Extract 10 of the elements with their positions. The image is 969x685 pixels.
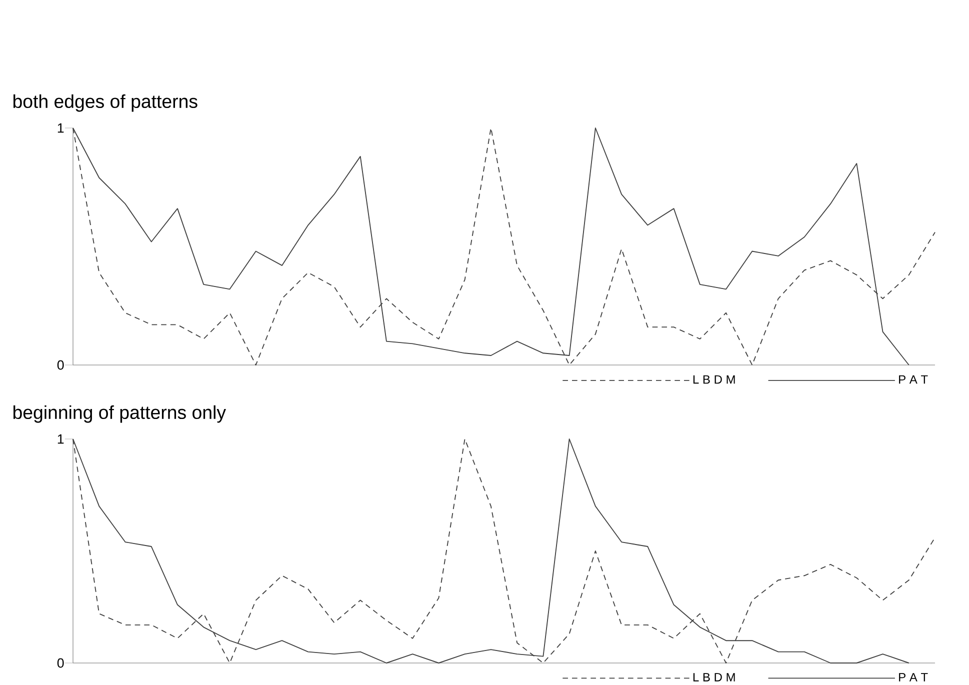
series-label: L B D M — [693, 375, 735, 384]
series-label: P A T — [899, 375, 928, 384]
chart-title: both edges of patterns — [13, 94, 198, 112]
series-label: P A T — [899, 673, 928, 682]
y-tick-label: 1 — [58, 123, 64, 133]
chart-title: beginning of patterns only — [13, 405, 226, 423]
y-tick-label: 1 — [58, 434, 64, 444]
series-label: L B D M — [693, 673, 735, 682]
y-tick-label: 0 — [57, 360, 64, 370]
y-tick-label: 0 — [57, 658, 64, 668]
